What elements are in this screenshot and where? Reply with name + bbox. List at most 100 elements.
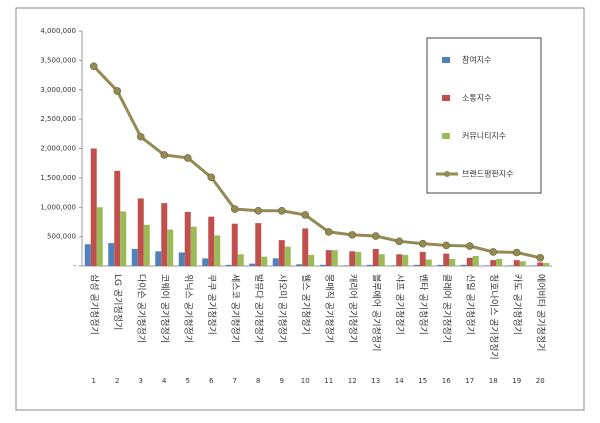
bar: [84, 244, 91, 266]
x-tick-label: 샤오미 공기청정기: [276, 274, 287, 343]
bar: [443, 253, 450, 266]
legend-label: 소통지수: [462, 94, 491, 103]
rank-label: 6: [209, 377, 214, 385]
bar: [396, 254, 403, 266]
line-marker: [536, 253, 545, 262]
rank-label: 17: [465, 377, 474, 385]
bar: [225, 264, 232, 266]
bar: [302, 228, 309, 266]
legend-label: 브랜드평판지수: [462, 169, 514, 179]
bar: [284, 246, 291, 266]
bar: [249, 263, 256, 266]
y-tick-label: 3,500,000: [40, 56, 76, 64]
line-marker: [230, 205, 239, 213]
bar: [331, 250, 338, 266]
bar: [161, 203, 168, 266]
bar: [184, 211, 191, 266]
bar: [513, 260, 520, 266]
line-marker: [113, 87, 122, 95]
bar: [419, 251, 426, 266]
line-marker: [442, 241, 451, 250]
x-tick-label: 청호나이스 공기청정기: [488, 274, 499, 360]
legend-swatch: [444, 171, 450, 177]
legend-label: 커뮤니티지수: [462, 131, 506, 141]
rank-label: 8: [256, 377, 260, 385]
bar: [278, 240, 285, 266]
x-tick-label: 웰스 공기청정기: [300, 274, 311, 335]
y-tick-label: 1,500,000: [40, 174, 76, 182]
x-tick-label: LG 공기청정기: [112, 274, 123, 330]
x-tick-label: 클레어 공기청정기: [441, 274, 452, 343]
line-marker: [136, 132, 145, 141]
bar: [108, 243, 115, 266]
bar: [214, 235, 221, 266]
bar: [296, 264, 303, 266]
bar: [378, 254, 385, 266]
bar: [425, 259, 432, 266]
bar: [90, 148, 97, 266]
bar: [208, 216, 215, 266]
bar: [120, 211, 127, 266]
legend-swatch: [442, 95, 450, 101]
bar: [437, 264, 444, 266]
bar: [507, 265, 514, 266]
bar: [319, 264, 326, 266]
y-tick-label: 4,000,000: [40, 27, 76, 35]
bar: [167, 229, 174, 266]
x-tick-label: 카도 공기청정기: [511, 274, 522, 335]
rank-label: 5: [186, 377, 190, 385]
x-tick-label: 세스코 공기청정기: [229, 274, 240, 343]
bar: [325, 250, 332, 266]
rank-label: 13: [371, 377, 380, 385]
y-tick-label: 1,000,000: [40, 203, 76, 211]
bar: [472, 256, 479, 266]
x-tick-label: 쿠쿠 공기청정기: [206, 274, 217, 335]
line-marker: [324, 228, 333, 236]
bar: [390, 265, 397, 266]
bar: [114, 170, 121, 266]
bar: [190, 226, 197, 266]
line-marker: [301, 211, 310, 219]
rank-label: 4: [162, 377, 167, 385]
x-tick-label: 에어비타 공기청정기: [535, 274, 546, 351]
bar: [155, 251, 162, 266]
y-tick-label: 500,000: [47, 233, 76, 241]
line-marker: [395, 237, 404, 246]
rank-label: 20: [536, 377, 545, 385]
line-marker: [348, 231, 357, 239]
x-tick-label: 벤타 공기청정기: [417, 274, 428, 335]
x-tick-label: 샤프 공기청정기: [394, 274, 405, 335]
bar: [519, 261, 526, 266]
y-tick-label: 2,500,000: [40, 115, 76, 123]
bar: [496, 258, 503, 266]
bar: [366, 264, 373, 266]
bar: [131, 248, 138, 266]
rank-label: 10: [301, 377, 310, 385]
bar: [349, 251, 356, 266]
line-marker: [371, 232, 380, 240]
rank-label: 16: [442, 377, 451, 385]
x-tick-label: 코웨이 공기청정기: [159, 274, 171, 343]
bar: [272, 258, 279, 266]
bar: [343, 265, 350, 266]
rank-label: 3: [139, 377, 143, 385]
x-tick-label: 삼성 공기청정기: [88, 274, 99, 335]
line-marker: [207, 173, 216, 182]
legend-swatch: [442, 57, 450, 63]
bar: [96, 207, 103, 266]
bar: [413, 264, 420, 266]
line-marker: [418, 239, 427, 248]
bar: [543, 263, 550, 266]
line-marker: [465, 242, 474, 250]
line-marker: [160, 151, 169, 159]
line-marker: [183, 154, 192, 162]
line: [92, 65, 541, 260]
bar: [484, 265, 491, 266]
x-tick-label: 위닉스 공기청정기: [182, 274, 193, 343]
rank-label: 14: [395, 377, 404, 385]
bar: [202, 258, 209, 266]
bar: [237, 254, 244, 266]
x-tick-label: 다이슨 공기청정기: [135, 274, 146, 343]
legend-label: 참여지수: [462, 55, 491, 65]
line-marker: [254, 206, 263, 215]
